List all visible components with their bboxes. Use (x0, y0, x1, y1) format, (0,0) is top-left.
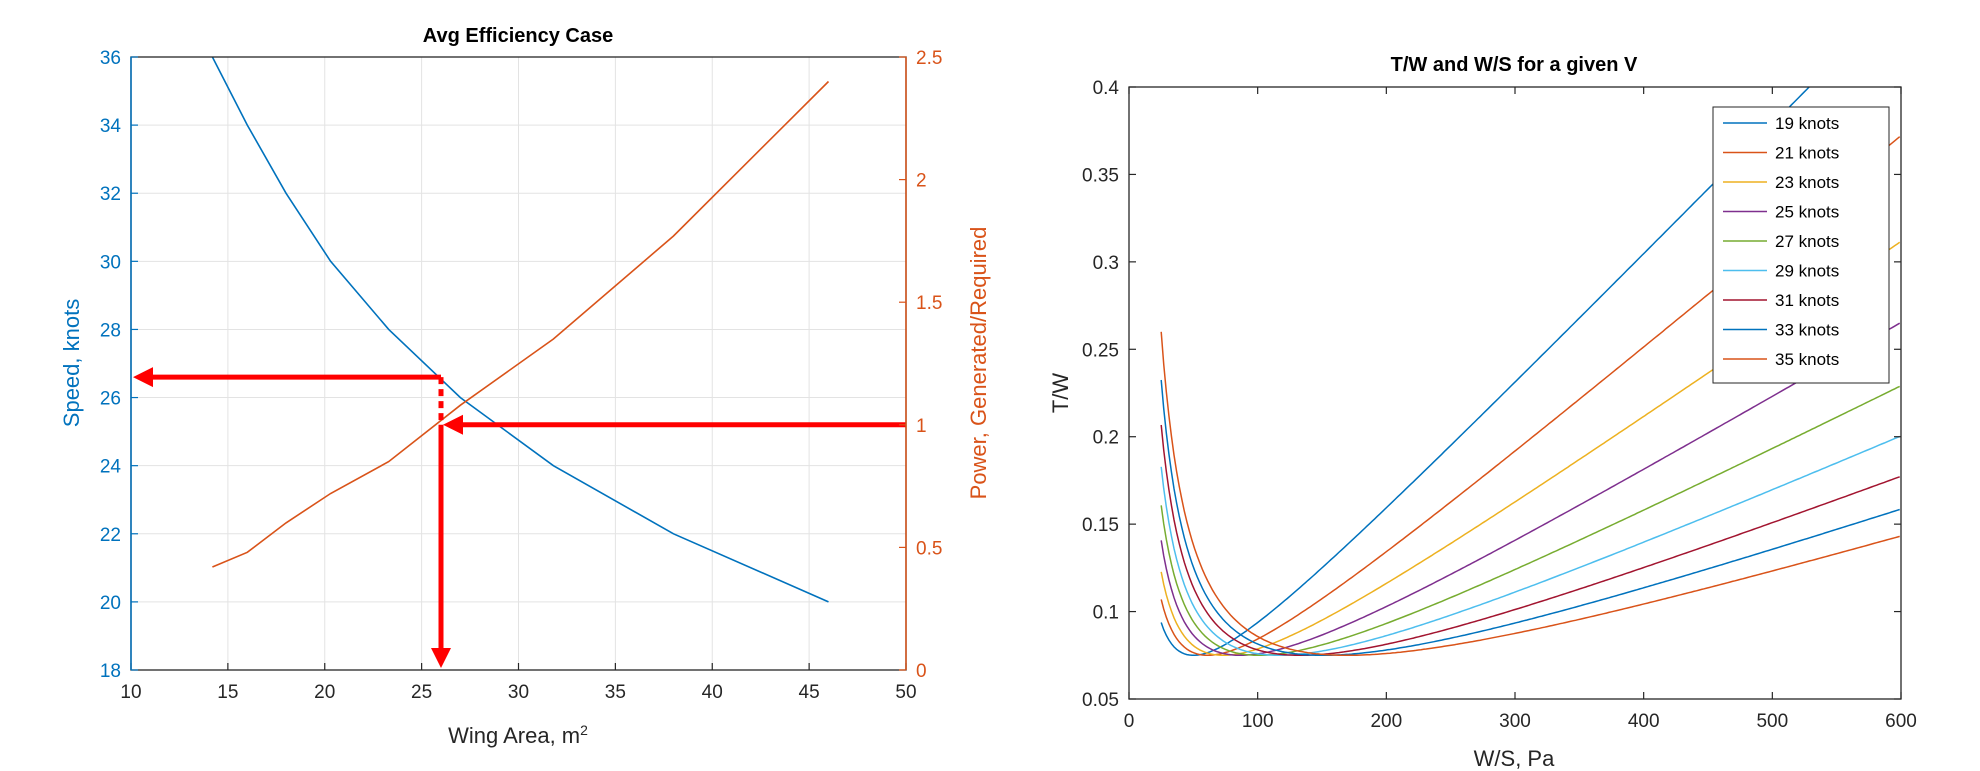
speed-series-line (211, 56, 829, 603)
curve-33-knots (1160, 379, 1900, 657)
legend-label: 23 knots (1775, 173, 1839, 192)
left-x-tick-label: 50 (895, 682, 916, 703)
left-series (211, 56, 830, 603)
power-target-arrowhead (443, 414, 463, 435)
curve-29-knots (1160, 435, 1900, 657)
power-series-line (212, 80, 830, 568)
left-x-tick-label: 15 (217, 682, 238, 703)
speed-tick-label: 36 (100, 48, 121, 69)
power-tick-label: 1.5 (916, 293, 942, 314)
right-x-tick-label: 200 (1370, 711, 1402, 732)
legend-label: 27 knots (1775, 232, 1839, 251)
curve-31-knots (1160, 424, 1900, 657)
speed-readout-arrowhead (133, 367, 153, 388)
right-y-tick-label: 0.1 (1093, 603, 1119, 624)
speed-tick-label: 22 (100, 525, 121, 546)
right-x-tick-label: 500 (1756, 711, 1788, 732)
speed-tick-label: 32 (100, 184, 121, 205)
speed-tick-label: 26 (100, 389, 121, 410)
speed-tick-label: 34 (100, 116, 122, 137)
right-chart-title: T/W and W/S for a given V (1391, 54, 1638, 76)
legend-label: 25 knots (1775, 203, 1839, 222)
speed-tick-label: 18 (100, 661, 121, 682)
right-y-tick-label: 0.05 (1082, 690, 1119, 711)
left-x-axis-label: Wing Area, m2 (448, 722, 588, 748)
right-x-tick-label: 0 (1124, 711, 1135, 732)
left-power-ticks: 0 0.5 1 1.5 2 2.5 (899, 48, 942, 682)
speed-tick-label: 24 (100, 457, 122, 478)
left-x-tick-label: 10 (120, 682, 141, 703)
right-x-tick-label: 400 (1628, 711, 1660, 732)
right-x-tick-label: 100 (1242, 711, 1274, 732)
left-speed-ticks: 18 20 22 24 26 28 30 32 34 36 (100, 48, 138, 682)
right-y-axis-label: Power, Generated/Required (966, 227, 991, 500)
speed-tick-label: 30 (100, 252, 121, 273)
curve-27-knots (1160, 385, 1901, 657)
right-x-tick-label: 300 (1499, 711, 1531, 732)
right-y-ticks: 0.05 0.1 0.15 0.2 0.25 0.3 0.35 0.4 (1082, 78, 1901, 711)
right-y-tick-label: 0.2 (1093, 428, 1119, 449)
legend-label: 29 knots (1775, 262, 1839, 281)
legend-label: 35 knots (1775, 350, 1839, 369)
left-x-axis-label-superscript: 2 (580, 722, 588, 738)
right-y-tick-label: 0.4 (1093, 78, 1120, 99)
curve-35-knots (1160, 331, 1900, 657)
power-tick-label: 0.5 (916, 538, 942, 559)
right-x-ticks: 0 100 200 300 400 500 600 (1124, 87, 1917, 732)
wing-area-arrowhead (431, 648, 451, 668)
legend-label: 33 knots (1775, 321, 1839, 340)
left-x-tick-label: 45 (799, 682, 820, 703)
left-grid (130, 56, 907, 671)
left-chart-title: Avg Efficiency Case (423, 25, 613, 47)
speed-tick-label: 20 (100, 593, 121, 614)
power-tick-label: 1 (916, 416, 927, 437)
right-x-tick-label: 600 (1885, 711, 1917, 732)
left-x-tick-label: 25 (411, 682, 432, 703)
legend-label: 19 knots (1775, 114, 1839, 133)
left-x-axis-label-text: Wing Area, m (448, 723, 580, 748)
left-x-tick-label: 30 (508, 682, 529, 703)
power-tick-label: 2.5 (916, 48, 942, 69)
right-x-axis-label: W/S, Pa (1474, 746, 1555, 771)
left-x-ticks: 10 15 20 25 30 35 40 45 50 (120, 663, 917, 703)
right-y-tick-label: 0.3 (1093, 253, 1119, 274)
power-tick-label: 2 (916, 171, 927, 192)
left-y-axis-label: Speed, knots (59, 299, 84, 427)
left-x-tick-label: 20 (314, 682, 335, 703)
legend-label: 21 knots (1775, 144, 1839, 163)
efficiency-chart: 10 15 20 25 30 35 40 45 50 18202224262830323436 … (59, 25, 991, 748)
speed-tick-label: 28 (100, 320, 121, 341)
right-y-tick-label: 0.15 (1082, 515, 1119, 536)
right-y-axis-label: T/W (1048, 373, 1073, 414)
right-y-tick-label: 0.25 (1082, 340, 1119, 361)
legend: 19 knots 21 knots 23 knots 25 knots 27 knots… (1712, 106, 1890, 384)
tw-ws-chart: 0 100 200 300 400 500 600 0.050.10.150.20.250.… (1048, 54, 1917, 771)
legend-label: 31 knots (1775, 291, 1839, 310)
power-tick-label: 0 (916, 661, 927, 682)
left-x-tick-label: 40 (702, 682, 723, 703)
right-y-tick-label: 0.35 (1082, 165, 1119, 186)
left-x-tick-label: 35 (605, 682, 626, 703)
red-annotation-arrows (133, 367, 906, 668)
